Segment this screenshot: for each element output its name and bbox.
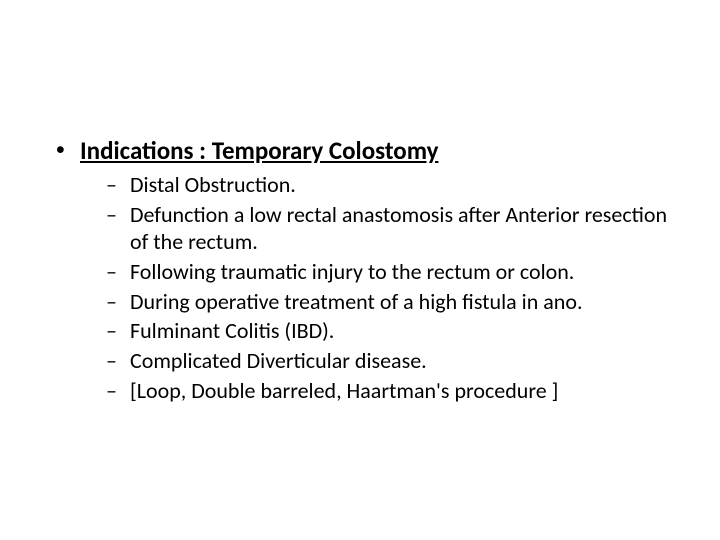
list-item: – Fulminant Colitis (IBD). [106,318,680,345]
list-item-text: Distal Obstruction. [130,172,680,199]
dash-icon: – [106,259,130,286]
sub-list: – Distal Obstruction. – Defunction a low… [50,172,680,405]
list-item: – Defunction a low rectal anastomosis af… [106,202,680,256]
list-item-text: During operative treatment of a high fis… [130,289,680,316]
dash-icon: – [106,378,130,405]
heading-row: • Indications : Temporary Colostomy [50,135,680,166]
dash-icon: – [106,202,130,229]
dash-icon: – [106,289,130,316]
list-item-text: Complicated Diverticular disease. [130,348,680,375]
list-item: – Distal Obstruction. [106,172,680,199]
list-item: – Complicated Diverticular disease. [106,348,680,375]
list-item: – [Loop, Double barreled, Haartman's pro… [106,378,680,405]
list-item-text: Following traumatic injury to the rectum… [130,259,680,286]
list-item-text: Defunction a low rectal anastomosis afte… [130,202,680,256]
list-item-text: [Loop, Double barreled, Haartman's proce… [130,378,680,405]
list-item-text: Fulminant Colitis (IBD). [130,318,680,345]
bullet-l1-icon: • [50,135,80,166]
slide: • Indications : Temporary Colostomy – Di… [0,0,720,540]
dash-icon: – [106,172,130,199]
heading-text: Indications : Temporary Colostomy [80,135,438,166]
dash-icon: – [106,348,130,375]
list-item: – During operative treatment of a high f… [106,289,680,316]
list-item: – Following traumatic injury to the rect… [106,259,680,286]
dash-icon: – [106,318,130,345]
